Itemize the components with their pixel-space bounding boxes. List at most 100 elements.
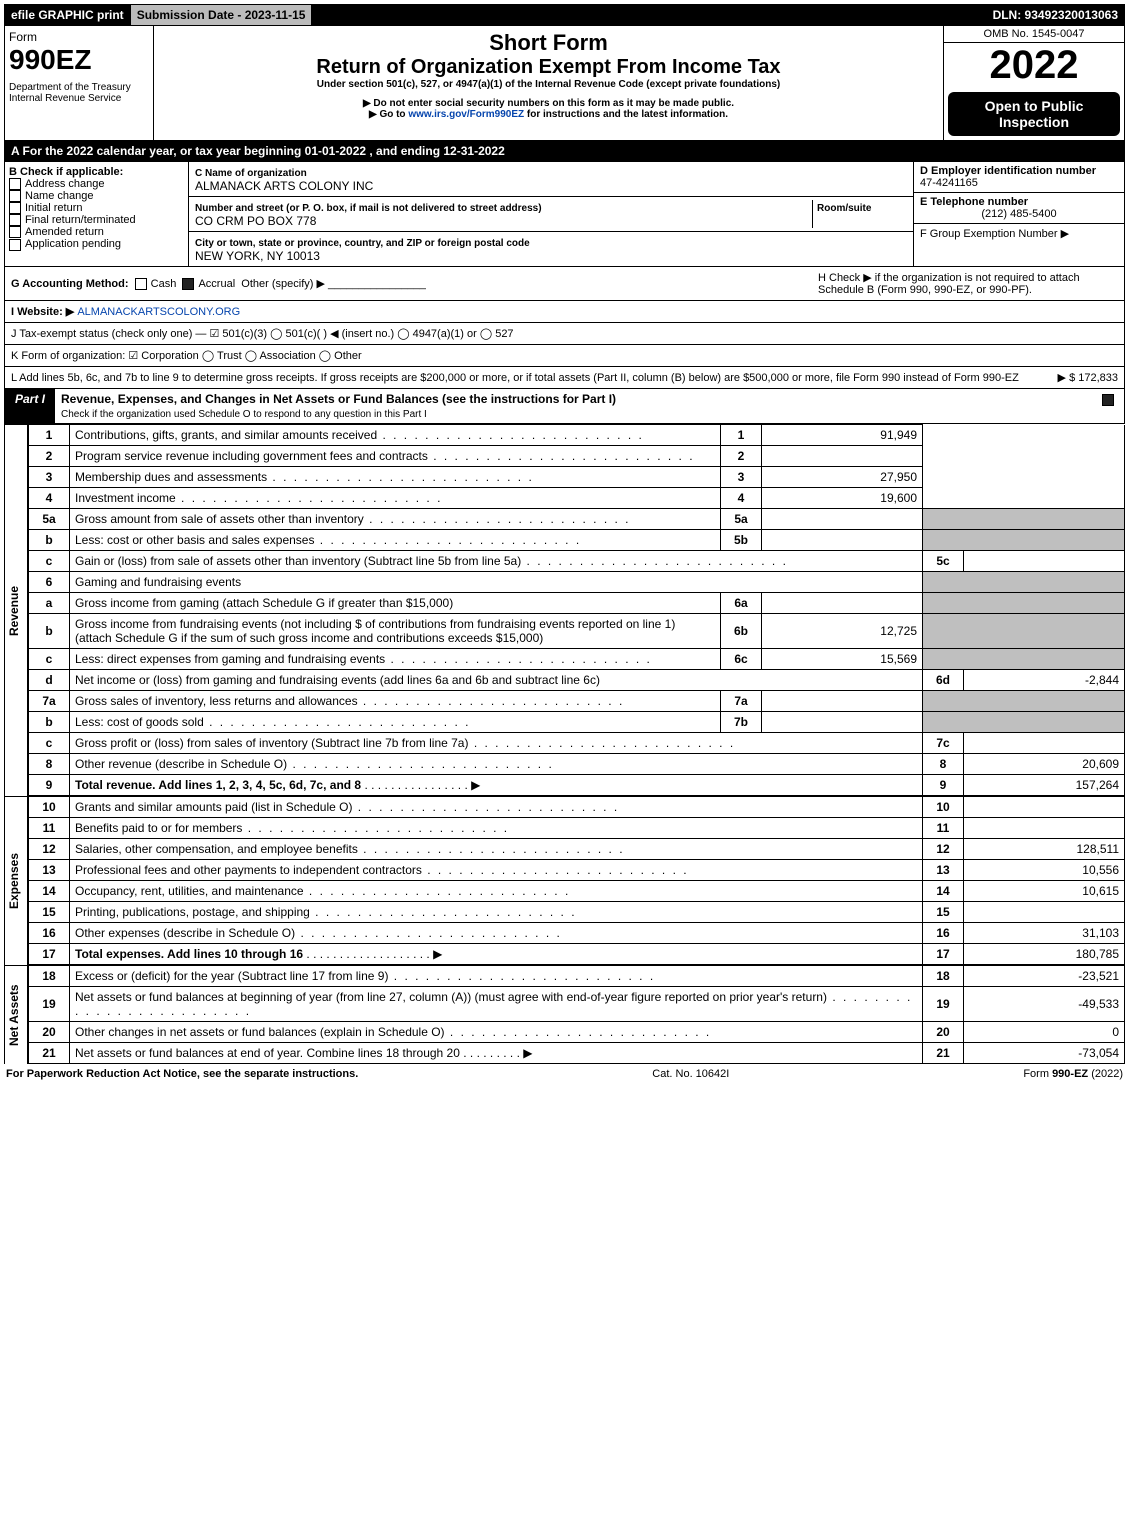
form-number: 990EZ <box>9 44 149 76</box>
org-name: ALMANACK ARTS COLONY INC <box>195 179 373 193</box>
line-4: 4Investment income419,600 <box>29 488 1125 509</box>
part1-tab: Part I <box>5 389 55 423</box>
dln: DLN: 93492320013063 <box>987 5 1124 25</box>
return-title: Return of Organization Exempt From Incom… <box>162 56 935 79</box>
line-16: 16Other expenses (describe in Schedule O… <box>29 923 1125 944</box>
topbar-spacer <box>312 5 986 25</box>
line-12: 12Salaries, other compensation, and empl… <box>29 839 1125 860</box>
line-2: 2Program service revenue including gover… <box>29 446 1125 467</box>
form-label: Form <box>9 30 149 44</box>
short-form-title: Short Form <box>162 30 935 56</box>
row-l-amount: ▶ $ 172,833 <box>1058 371 1118 384</box>
expenses-section: Expenses 10Grants and similar amounts pa… <box>4 796 1125 965</box>
row-l: L Add lines 5b, 6c, and 7b to line 9 to … <box>4 367 1125 389</box>
chk-final[interactable]: Final return/terminated <box>9 214 184 226</box>
footer-right: Form 990-EZ (2022) <box>1023 1068 1123 1080</box>
line-14: 14Occupancy, rent, utilities, and mainte… <box>29 881 1125 902</box>
section-a: A For the 2022 calendar year, or tax yea… <box>4 141 1125 162</box>
line-10: 10Grants and similar amounts paid (list … <box>29 797 1125 818</box>
website-link[interactable]: ALMANACKARTSCOLONY.ORG <box>77 306 240 318</box>
expenses-table: 10Grants and similar amounts paid (list … <box>28 796 1125 965</box>
chk-initial[interactable]: Initial return <box>9 202 184 214</box>
line-18: 18Excess or (deficit) for the year (Subt… <box>29 966 1125 987</box>
header-mid: Short Form Return of Organization Exempt… <box>154 26 944 140</box>
room-label: Room/suite <box>817 203 871 214</box>
row-l-text: L Add lines 5b, 6c, and 7b to line 9 to … <box>11 372 1058 384</box>
top-bar: efile GRAPHIC print Submission Date - 20… <box>4 4 1125 26</box>
expenses-label: Expenses <box>4 796 28 965</box>
line-7b: bLess: cost of goods sold7b <box>29 712 1125 733</box>
chk-name[interactable]: Name change <box>9 190 184 202</box>
netassets-section: Net Assets 18Excess or (deficit) for the… <box>4 965 1125 1064</box>
line-8: 8Other revenue (describe in Schedule O)8… <box>29 754 1125 775</box>
footer-left: For Paperwork Reduction Act Notice, see … <box>6 1068 358 1080</box>
column-def: D Employer identification number 47-4241… <box>914 162 1124 266</box>
omb-number: OMB No. 1545-0047 <box>944 26 1124 43</box>
ssn-warning: Do not enter social security numbers on … <box>162 98 935 109</box>
sched-o-note: Check if the organization used Schedule … <box>61 409 427 420</box>
submission-date: Submission Date - 2023-11-15 <box>131 5 313 25</box>
efile-label: efile GRAPHIC print <box>5 5 131 25</box>
form-header: Form 990EZ Department of the Treasury In… <box>4 26 1125 141</box>
header-left: Form 990EZ Department of the Treasury In… <box>5 26 154 140</box>
city-value: NEW YORK, NY 10013 <box>195 249 320 263</box>
chk-pending[interactable]: Application pending <box>9 238 184 250</box>
irs-label: Internal Revenue Service <box>9 93 149 104</box>
part1-title: Revenue, Expenses, and Changes in Net As… <box>55 389 1096 423</box>
dept-treasury: Department of the Treasury <box>9 82 149 93</box>
street-value: CO CRM PO BOX 778 <box>195 214 316 228</box>
ein-label: D Employer identification number <box>920 165 1096 177</box>
tel-value: (212) 485-5400 <box>920 208 1118 220</box>
section-bcdef: B Check if applicable: Address change Na… <box>4 162 1125 267</box>
schedule-b-check: H Check ▶ if the organization is not req… <box>818 271 1118 296</box>
footer-cat: Cat. No. 10642I <box>652 1068 729 1080</box>
line-6: 6Gaming and fundraising events <box>29 572 1125 593</box>
org-name-label: C Name of organization <box>195 168 307 179</box>
header-right: OMB No. 1545-0047 2022 Open to Public In… <box>944 26 1124 140</box>
line-7c: cGross profit or (loss) from sales of in… <box>29 733 1125 754</box>
street-label: Number and street (or P. O. box, if mail… <box>195 203 542 214</box>
line-15: 15Printing, publications, postage, and s… <box>29 902 1125 923</box>
revenue-label: Revenue <box>4 424 28 796</box>
line-20: 20Other changes in net assets or fund ba… <box>29 1022 1125 1043</box>
accounting-method: G Accounting Method: Cash Accrual Other … <box>11 277 818 290</box>
open-public-badge: Open to Public Inspection <box>948 92 1120 136</box>
city-label: City or town, state or province, country… <box>195 238 530 249</box>
line-9: 9Total revenue. Add lines 1, 2, 3, 4, 5c… <box>29 775 1125 796</box>
tax-year: 2022 <box>944 43 1124 88</box>
chk-address[interactable]: Address change <box>9 178 184 190</box>
subtitle: Under section 501(c), 527, or 4947(a)(1)… <box>162 79 935 90</box>
line-21: 21Net assets or fund balances at end of … <box>29 1043 1125 1064</box>
line-6c: cLess: direct expenses from gaming and f… <box>29 649 1125 670</box>
row-gh: G Accounting Method: Cash Accrual Other … <box>4 267 1125 301</box>
row-j: J Tax-exempt status (check only one) — ☑… <box>4 323 1125 345</box>
irs-link[interactable]: www.irs.gov/Form990EZ <box>408 109 524 120</box>
revenue-section: Revenue 1Contributions, gifts, grants, a… <box>4 424 1125 796</box>
revenue-table: 1Contributions, gifts, grants, and simil… <box>28 424 1125 796</box>
goto-note: ▶ Go to www.irs.gov/Form990EZ for instru… <box>162 109 935 120</box>
line-3: 3Membership dues and assessments327,950 <box>29 467 1125 488</box>
part1-header: Part I Revenue, Expenses, and Changes in… <box>4 389 1125 424</box>
row-k: K Form of organization: ☑ Corporation ◯ … <box>4 345 1125 367</box>
line-6a: aGross income from gaming (attach Schedu… <box>29 593 1125 614</box>
line-6b: bGross income from fundraising events (n… <box>29 614 1125 649</box>
line-5c: cGain or (loss) from sale of assets othe… <box>29 551 1125 572</box>
sched-o-check[interactable] <box>1096 389 1124 423</box>
netassets-table: 18Excess or (deficit) for the year (Subt… <box>28 965 1125 1064</box>
row-i: I Website: ▶ ALMANACKARTSCOLONY.ORG <box>4 301 1125 323</box>
line-11: 11Benefits paid to or for members11 <box>29 818 1125 839</box>
line-5a: 5aGross amount from sale of assets other… <box>29 509 1125 530</box>
line-6d: dNet income or (loss) from gaming and fu… <box>29 670 1125 691</box>
line-13: 13Professional fees and other payments t… <box>29 860 1125 881</box>
column-b: B Check if applicable: Address change Na… <box>5 162 189 266</box>
tel-label: E Telephone number <box>920 196 1028 208</box>
netassets-label: Net Assets <box>4 965 28 1064</box>
group-exemption-label: F Group Exemption Number ▶ <box>920 228 1069 240</box>
line-7a: 7aGross sales of inventory, less returns… <box>29 691 1125 712</box>
line-1: 1Contributions, gifts, grants, and simil… <box>29 425 1125 446</box>
col-b-title: B Check if applicable: <box>9 166 184 178</box>
line-5b: bLess: cost or other basis and sales exp… <box>29 530 1125 551</box>
page-footer: For Paperwork Reduction Act Notice, see … <box>4 1064 1125 1084</box>
chk-amended[interactable]: Amended return <box>9 226 184 238</box>
ein-value: 47-4241165 <box>920 177 978 189</box>
